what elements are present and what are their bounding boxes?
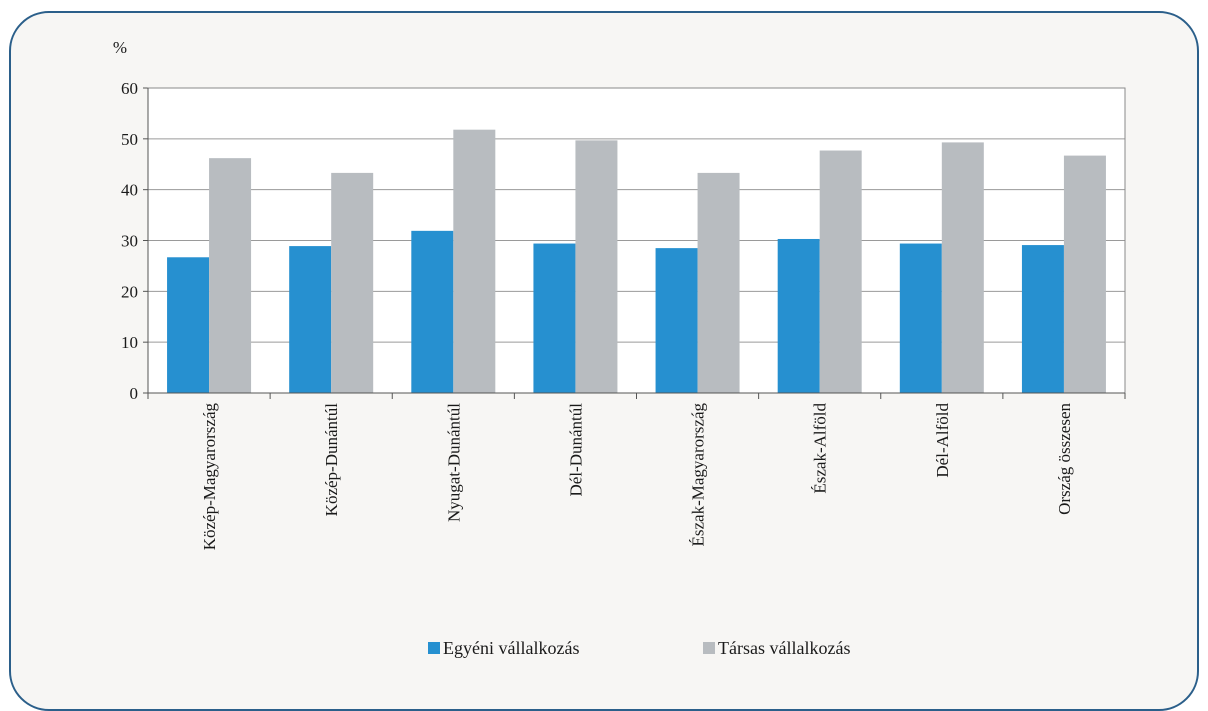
x-tick-label: Dél-Alföld: [933, 403, 952, 478]
bar-tarsas-4: [697, 172, 740, 393]
x-tick-labels: Közép-Magyarország Közép-Dunántúl Nyugat-D…: [200, 403, 1074, 551]
bar-egyeni-6: [899, 243, 942, 393]
bar-egyeni-3: [533, 243, 576, 393]
legend-swatch: [428, 642, 440, 654]
bar-egyeni-2: [411, 230, 454, 393]
legend-swatch: [703, 642, 715, 654]
y-axis-label: %: [113, 38, 127, 57]
bar-tarsas-3: [575, 140, 618, 393]
x-tick-label: Észak-Magyarország: [689, 403, 708, 547]
legend-label: Társas vállalkozás: [718, 638, 850, 658]
bar-tarsas-7: [1063, 155, 1106, 393]
x-tick-label: Dél-Dunántúl: [566, 403, 585, 497]
bar-tarsas-0: [209, 158, 252, 393]
axes: [143, 87, 1126, 399]
bars: [167, 129, 1106, 393]
bar-egyeni-0: [167, 257, 210, 393]
x-tick-label: Észak-Alföld: [811, 403, 830, 494]
y-tick-label: 50: [121, 130, 138, 149]
legend: Egyéni vállalkozás Társas vállalkozás: [428, 638, 850, 658]
y-tick-label: 30: [121, 232, 138, 251]
x-tick-label: Közép-Dunántúl: [322, 403, 341, 517]
y-tick-label: 60: [121, 79, 138, 98]
bar-egyeni-4: [655, 248, 698, 393]
x-tick-label: Nyugat-Dunántúl: [444, 403, 463, 522]
x-tick-label: Közép-Magyarország: [200, 403, 219, 551]
bar-egyeni-5: [777, 238, 820, 393]
y-tick-label: 20: [121, 282, 138, 301]
bar-tarsas-5: [819, 150, 862, 393]
bar-tarsas-2: [453, 129, 496, 393]
x-tick-label: Ország összesen: [1055, 403, 1074, 515]
y-tick-label: 40: [121, 181, 138, 200]
y-tick-label: 0: [130, 384, 139, 403]
y-tick-label: 10: [121, 333, 138, 352]
bar-tarsas-6: [941, 142, 984, 393]
bar-egyeni-1: [289, 246, 332, 393]
bar-egyeni-7: [1021, 245, 1064, 393]
legend-label: Egyéni vállalkozás: [443, 638, 579, 658]
bar-tarsas-1: [331, 172, 374, 393]
y-tick-labels: 0 10 20 30 40 50 60: [121, 79, 138, 403]
bar-chart: 0 10 20 30 40 50 60 Közép-Magyarország Közép-Du…: [113, 38, 1126, 658]
